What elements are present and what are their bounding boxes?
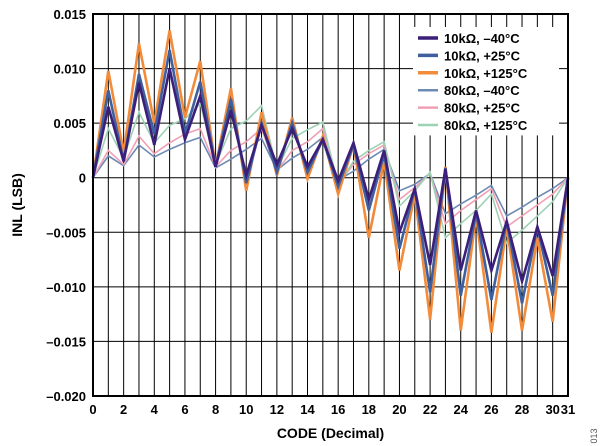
- legend-label: 80kΩ, +125°C: [444, 118, 528, 133]
- x-tick-labels: 0 2 4 6 8 10 12 14 16 18 20 22 24 26 28 30 31: [89, 402, 575, 417]
- legend-background: [413, 27, 559, 136]
- x-tick-label: 6: [181, 402, 188, 417]
- x-tick-label: 14: [300, 402, 315, 417]
- x-tick-label: 2: [120, 402, 127, 417]
- figure-number: 013: [589, 428, 599, 443]
- x-tick-label: 4: [151, 402, 159, 417]
- y-tick-label: –0.005: [46, 225, 86, 240]
- series-layer: [91, 30, 570, 333]
- y-tick-label: 0.010: [53, 62, 86, 77]
- legend-label: 10kΩ, +125°C: [444, 66, 528, 81]
- legend-label: 80kΩ, +25°C: [444, 101, 521, 116]
- x-axis-title: CODE (Decimal): [277, 425, 384, 441]
- x-tick-label: 30: [545, 402, 559, 417]
- y-tick-label: 0: [79, 171, 86, 186]
- series-line-6: [92, 101, 569, 245]
- legend-label: 80kΩ, –40°C: [444, 83, 520, 98]
- y-tick-label: 0.015: [53, 7, 86, 22]
- y-axis-title: INL (LSB): [9, 173, 25, 237]
- legend-label: 10kΩ, –40°C: [444, 31, 520, 46]
- x-tick-label: 28: [515, 402, 529, 417]
- x-tick-label: 22: [423, 402, 437, 417]
- series-line-1: [91, 68, 570, 287]
- y-tick-label: –0.015: [46, 334, 86, 349]
- plot-frame: [92, 13, 569, 397]
- x-tick-label: 8: [212, 402, 219, 417]
- x-tick-label: 31: [561, 402, 575, 417]
- x-tick-label: 20: [392, 402, 406, 417]
- x-tick-label: 18: [362, 402, 376, 417]
- x-tick-label: 26: [484, 402, 498, 417]
- x-tick-label: 24: [454, 402, 469, 417]
- legend: 10kΩ, –40°C 10kΩ, +25°C 10kΩ, +125°C 80kΩ, …: [413, 27, 559, 136]
- x-tick-label: 12: [270, 402, 284, 417]
- x-tick-label: 0: [89, 402, 96, 417]
- legend-label: 10kΩ, +25°C: [444, 48, 521, 63]
- y-tick-label: –0.020: [46, 389, 86, 404]
- y-tick-label: 0.005: [53, 116, 86, 131]
- y-tick-label: –0.010: [46, 280, 86, 295]
- y-tick-labels: 0.015 0.010 0.005 0 –0.005 –0.010 –0.015 –0.020: [46, 7, 86, 404]
- x-tick-label: 16: [331, 402, 345, 417]
- x-tick-label: 10: [239, 402, 253, 417]
